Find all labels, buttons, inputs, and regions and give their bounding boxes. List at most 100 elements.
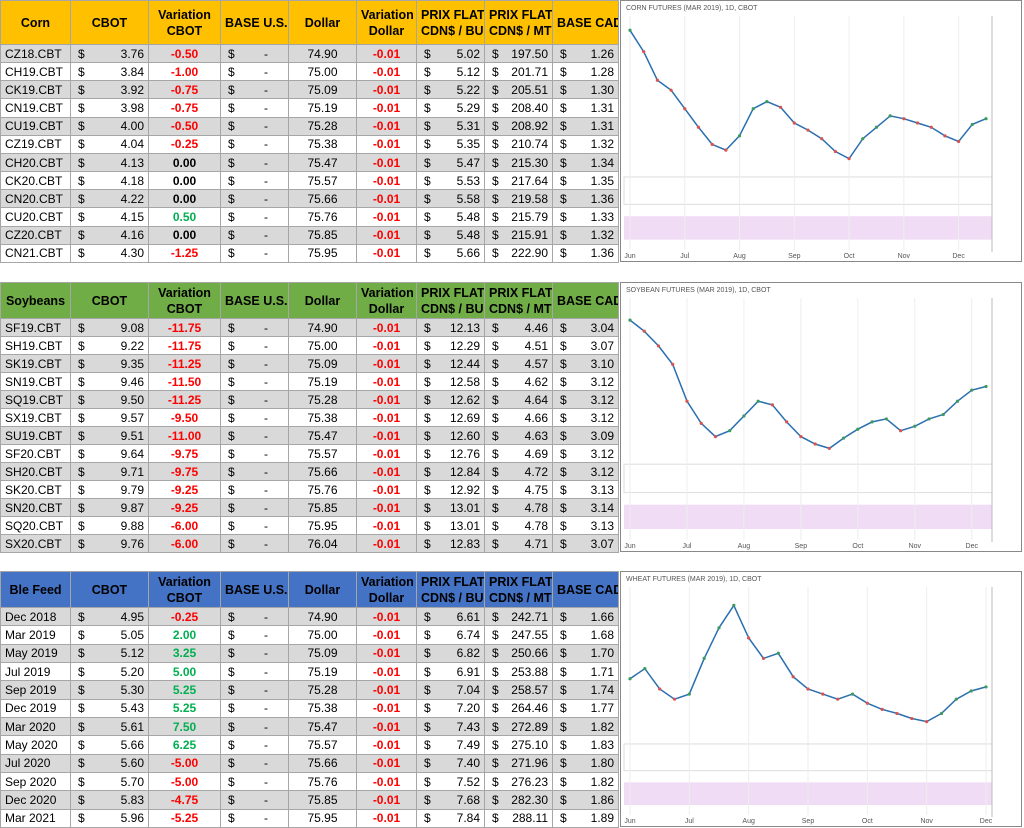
value: 9.08 <box>120 320 144 335</box>
currency: $ <box>228 320 235 335</box>
price-point <box>728 429 732 433</box>
cell: $ - <box>220 390 289 409</box>
variation: -0.01 <box>356 462 417 481</box>
cell: $201.71 <box>484 62 553 82</box>
price-table: Corn CBOT Variation CBOT BASE U.S. Dollar Vari… <box>0 0 619 263</box>
currency: $ <box>560 627 567 642</box>
cell: $9.51 <box>70 426 149 445</box>
cell: $12.29 <box>416 336 485 355</box>
cell: $4.00 <box>70 116 149 136</box>
contract-name: SQ20.CBT <box>0 516 71 535</box>
price-point <box>880 707 884 711</box>
value: 5.31 <box>456 119 480 134</box>
currency: $ <box>560 374 567 389</box>
value: 6.91 <box>456 664 480 679</box>
price-point <box>927 417 931 421</box>
cell: $9.87 <box>70 498 149 517</box>
contract-name: SF20.CBT <box>0 444 71 463</box>
header-row: Soybeans CBOT Variation CBOT BASE U.S. Dollar… <box>0 282 619 319</box>
cell: $12.58 <box>416 372 485 391</box>
contract-name: CK19.CBT <box>0 80 71 100</box>
currency: $ <box>228 209 235 224</box>
cell: $6.61 <box>416 606 485 627</box>
value: 75.28 <box>288 116 357 136</box>
price-table: Soybeans CBOT Variation CBOT BASE U.S. Dollar… <box>0 282 619 553</box>
value: - <box>264 518 268 533</box>
header-cell: PRIX FLAT CDN$ / MT <box>484 571 553 608</box>
cell: $ - <box>220 516 289 535</box>
value: 208.40 <box>511 101 548 116</box>
cell: $3.12 <box>552 462 619 481</box>
cell: $5.47 <box>416 152 485 173</box>
value: 3.13 <box>590 518 614 533</box>
value: 5.35 <box>456 137 480 152</box>
cell: $6.74 <box>416 625 485 645</box>
currency: $ <box>78 356 85 371</box>
currency: $ <box>228 228 235 243</box>
currency: $ <box>424 627 431 642</box>
cell: $ - <box>220 426 289 445</box>
data-row: CU20.CBT $4.15 0.50 $ -75.76 -0.01 $5.48 $215.7… <box>0 207 619 227</box>
value: 3.84 <box>120 64 144 79</box>
contract-name: CK20.CBT <box>0 171 71 191</box>
cell: $1.71 <box>552 661 619 682</box>
header-cell: Dollar <box>288 282 357 319</box>
variation: -5.25 <box>148 808 221 828</box>
price-point <box>833 149 837 154</box>
variation: -6.00 <box>148 534 221 553</box>
price-point <box>628 677 632 681</box>
currency: $ <box>78 64 85 79</box>
rsi-band <box>624 504 992 530</box>
value: 75.09 <box>288 354 357 373</box>
data-row: CN21.CBT $4.30 -1.25 $ -75.95 -0.01 $5.66 $222.… <box>0 243 619 263</box>
currency: $ <box>424 756 431 771</box>
currency: $ <box>560 338 567 353</box>
cell: $1.32 <box>552 225 619 245</box>
currency: $ <box>560 500 567 515</box>
value: 7.49 <box>456 737 480 752</box>
value: 276.23 <box>511 774 548 789</box>
currency: $ <box>424 609 431 624</box>
currency: $ <box>560 101 567 116</box>
variation: 3.25 <box>148 643 221 663</box>
variation: -0.01 <box>356 408 417 427</box>
value: 7.52 <box>456 774 480 789</box>
cell: $1.28 <box>552 62 619 82</box>
currency: $ <box>424 119 431 134</box>
cell: $3.12 <box>552 408 619 427</box>
cell: $ - <box>220 698 289 718</box>
price-point <box>702 656 706 660</box>
cell: $5.58 <box>416 189 485 209</box>
currency: $ <box>560 228 567 243</box>
value: 75.76 <box>288 771 357 792</box>
cell: $4.30 <box>70 243 149 263</box>
x-tick-label: Jul <box>680 253 689 260</box>
header-cell: Soybeans <box>0 282 71 319</box>
cell: $ - <box>220 62 289 82</box>
cell: $6.82 <box>416 643 485 663</box>
header-cell: PRIX FLAT CDN$ / BU. <box>416 282 485 319</box>
cell: $4.64 <box>484 390 553 409</box>
value: 75.47 <box>288 716 357 737</box>
price-point <box>870 420 874 424</box>
cell: $4.72 <box>484 462 553 481</box>
currency: $ <box>492 374 499 389</box>
value: - <box>264 392 268 407</box>
price-point <box>915 121 920 125</box>
cell: $4.63 <box>484 426 553 445</box>
value: - <box>264 338 268 353</box>
contract-name: SN19.CBT <box>0 372 71 391</box>
value: 205.51 <box>511 82 548 97</box>
contract-name: SH19.CBT <box>0 336 71 355</box>
data-row: SQ19.CBT $9.50 -11.25 $ -75.28 -0.01 $12.62 $4.… <box>0 390 619 409</box>
cell: $12.60 <box>416 426 485 445</box>
value: 9.35 <box>120 356 144 371</box>
value: - <box>264 428 268 443</box>
currency: $ <box>424 101 431 116</box>
cell: $4.78 <box>484 498 553 517</box>
value: 9.87 <box>120 500 144 515</box>
value: 13.01 <box>449 500 480 515</box>
price-point <box>984 117 988 121</box>
contract-name: CN19.CBT <box>0 98 71 118</box>
currency: $ <box>560 46 567 61</box>
